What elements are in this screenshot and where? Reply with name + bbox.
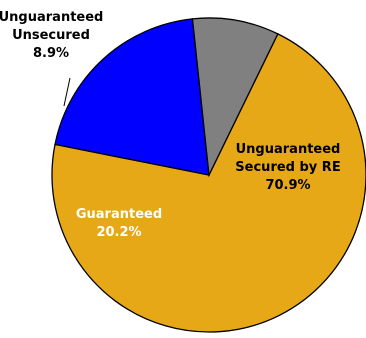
slice-label-1: Unguaranteed Secured by RE 70.9% [235, 142, 340, 193]
slice-label-3: Unguaranteed Unsecured 8.9% [0, 10, 103, 61]
slice-name-label: Guaranteed [76, 207, 162, 222]
slice-value-label: 70.9% [265, 178, 310, 193]
slice-name-label: Unguaranteed [236, 142, 341, 157]
pie-slice-3 [191, 17, 279, 178]
slice-value-label: 20.2% [96, 225, 141, 240]
pie-slice-1 [51, 33, 366, 333]
slice-value-label: 8.9% [33, 46, 69, 61]
slice-name-label: Unguaranteed [0, 10, 103, 25]
slice-label-2: Guaranteed 20.2% [76, 207, 162, 240]
slice-name-label: Unsecured [12, 28, 90, 43]
leader-line [63, 77, 71, 107]
pie-slices [51, 17, 366, 333]
slice-name-label: Secured by RE [235, 160, 340, 175]
pie-slice-2 [54, 18, 210, 176]
pie-labels: Unguaranteed Secured by RE 70.9% Guaranteed… [0, 10, 341, 240]
